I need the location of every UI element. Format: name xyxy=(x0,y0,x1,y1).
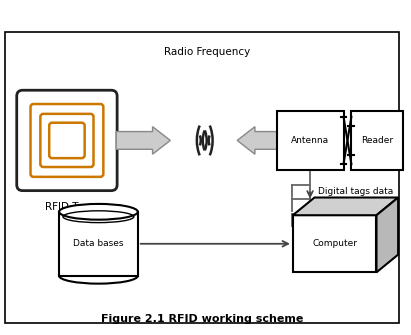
Bar xyxy=(351,111,402,170)
FancyArrow shape xyxy=(116,127,170,154)
Text: Antenna: Antenna xyxy=(291,136,329,145)
Text: Data bases: Data bases xyxy=(73,239,124,248)
Text: Computer: Computer xyxy=(312,239,357,248)
Polygon shape xyxy=(293,215,376,272)
Text: RFID Tag: RFID Tag xyxy=(44,202,89,212)
Bar xyxy=(277,111,344,170)
Polygon shape xyxy=(376,198,398,272)
FancyBboxPatch shape xyxy=(17,90,117,191)
Bar xyxy=(59,212,138,276)
Text: Digital tags data: Digital tags data xyxy=(318,187,393,196)
Ellipse shape xyxy=(59,204,138,220)
Polygon shape xyxy=(293,198,398,215)
Text: Reader: Reader xyxy=(361,136,393,145)
FancyArrow shape xyxy=(237,127,291,154)
Bar xyxy=(5,32,399,323)
Text: Radio Frequency: Radio Frequency xyxy=(164,47,250,57)
Text: Figure 2.1 RFID working scheme: Figure 2.1 RFID working scheme xyxy=(101,315,303,325)
